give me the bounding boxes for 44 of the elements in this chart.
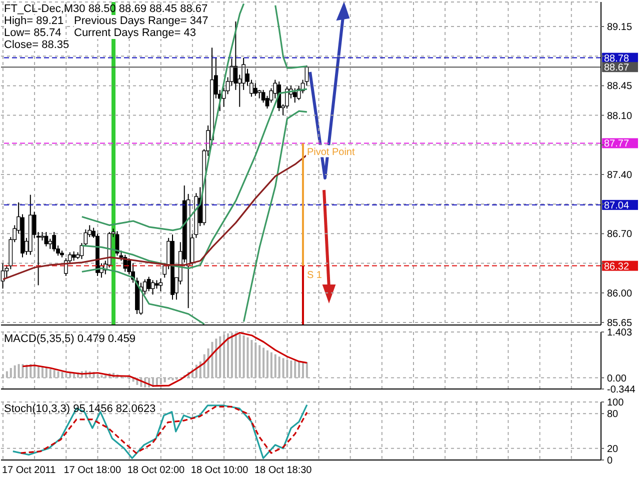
annotation: S 1: [306, 270, 322, 281]
x-tick-label: 18 Oct 18:30: [254, 465, 312, 476]
candlestick: [158, 278, 163, 292]
ref-line-label: 87.77: [604, 138, 630, 150]
y-tick-label: 86.70: [607, 229, 632, 240]
candlestick: [48, 238, 52, 250]
y-tick-label: 88.10: [607, 110, 632, 122]
x-tick-label: 18 Oct 02:00: [127, 465, 186, 476]
annotation: Pivot Point: [306, 147, 355, 158]
chart-title: Stoch(10,3,3) 95.1456 82.0623: [4, 403, 156, 415]
candlestick: [253, 82, 258, 96]
chart-title: MACD(5,35,5) 0.479 0.459: [4, 333, 136, 345]
line-series: [2, 154, 308, 280]
annotation: Low= 85.74: [4, 27, 62, 39]
y-tick-label: 0: [607, 456, 613, 466]
ref-line-label: 88.78: [604, 53, 630, 64]
y-tick-label: 89.15: [607, 22, 632, 34]
y-tick-label: 1.403: [607, 328, 632, 338]
y-tick-label: 87.40: [607, 170, 632, 181]
candlestick: [292, 88, 297, 104]
annotation: High= 89.21: [4, 15, 64, 27]
annotation: Close= 88.35: [4, 39, 70, 51]
candlestick: [146, 276, 151, 292]
candlestick: [44, 231, 48, 247]
candlestick: [150, 280, 155, 296]
x-tick-label: 18 Oct 10:00: [190, 465, 249, 476]
annotation: Previous Days Range= 347: [74, 15, 208, 27]
line-series: [242, 110, 308, 322]
x-tick-label: 17 Oct 2011: [2, 465, 56, 476]
y-tick-label: 88.45: [607, 81, 632, 92]
y-tick-label: 0.00: [607, 373, 627, 384]
ref-line-label: 88.67: [604, 62, 630, 74]
y-tick-label: 100: [607, 398, 624, 408]
candlestick: [72, 250, 76, 262]
y-tick-label: 80: [607, 409, 619, 420]
ref-line-label: 86.32: [604, 261, 630, 272]
annotation: Current Days Range= 43: [74, 27, 196, 39]
x-tick-label: 17 Oct 18:00: [64, 465, 122, 476]
candlestick: [52, 231, 56, 252]
y-tick-label: 86.00: [607, 288, 632, 300]
ref-line-label: 87.04: [604, 200, 630, 212]
y-tick-label: 20: [607, 444, 619, 455]
y-tick-label: 85.65: [607, 318, 632, 329]
y-tick-label: -0.344: [607, 384, 636, 396]
